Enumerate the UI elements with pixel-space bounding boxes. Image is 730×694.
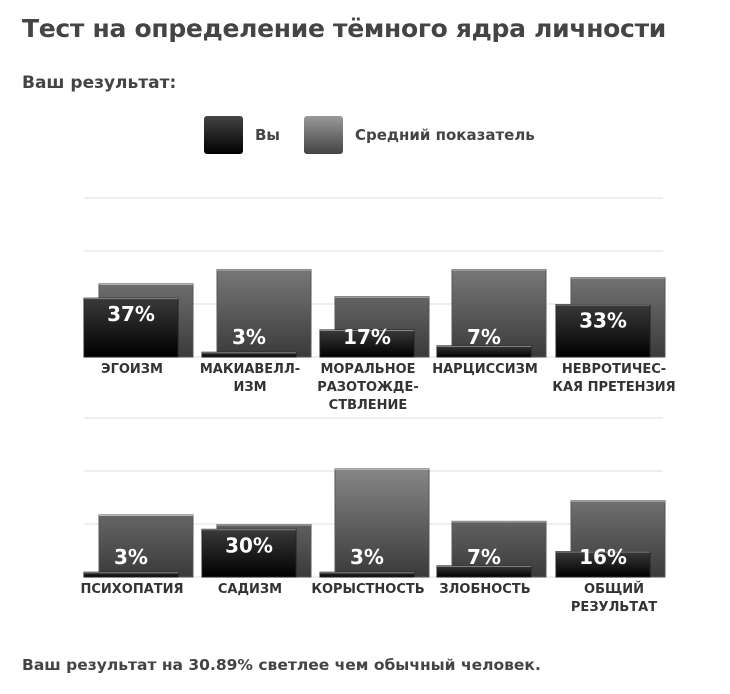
data-label: 37% xyxy=(107,302,155,326)
chart-row-1: 37% ЭГОИЗМ 3% МАКИАВЕЛЛ- ИЗМ 17% МОРАЛЬНОЕ РАЗО… xyxy=(83,197,676,413)
category-label: ПСИХОПАТИЯ xyxy=(80,582,183,597)
legend: Вы Средний показатель xyxy=(204,116,535,154)
category-label: ЗЛОБНОСТЬ xyxy=(439,582,530,597)
category-label: МОРАЛЬНОЕ xyxy=(320,362,415,377)
data-label: 7% xyxy=(467,545,501,569)
legend-label-you: Вы xyxy=(255,126,280,144)
bar-you xyxy=(201,528,297,578)
page-title: Тест на определение тёмного ядра личност… xyxy=(22,14,666,43)
category-label: МАКИАВЕЛЛ- xyxy=(200,362,300,377)
category-label: КОРЫСТНОСТЬ xyxy=(311,582,424,597)
bar-you xyxy=(83,297,179,358)
category-label: СТВЛЕНИЕ xyxy=(329,398,408,413)
data-label: 7% xyxy=(467,325,501,349)
legend-swatch-you xyxy=(204,116,243,154)
chart-row-2: 3% ПСИХОПАТИЯ 30% САДИЗМ 3% КОРЫСТНОСТЬ 7% ЗЛОБ… xyxy=(80,417,666,615)
result-heading: Ваш результат: xyxy=(22,73,177,93)
bar-average xyxy=(98,514,194,578)
category-label: РАЗОТОЖДЕ- xyxy=(317,380,419,395)
category-label: НАРЦИССИЗМ xyxy=(432,362,538,377)
legend-swatch-average xyxy=(304,116,343,154)
data-label: 30% xyxy=(225,533,273,557)
result-summary: Ваш результат на 30.89% светлее чем обыч… xyxy=(22,656,541,674)
data-label: 3% xyxy=(232,325,266,349)
category-label: НЕВРОТИЧЕС- xyxy=(562,362,666,377)
category-label: ИЗМ xyxy=(233,380,266,395)
data-label: 3% xyxy=(350,545,384,569)
category-label: РЕЗУЛЬТАТ xyxy=(571,600,657,615)
data-label: 16% xyxy=(579,545,627,569)
bar-average xyxy=(216,269,312,358)
category-label: ОБЩИЙ xyxy=(584,581,644,597)
bar-average xyxy=(451,269,547,358)
category-label: САДИЗМ xyxy=(218,582,282,597)
legend-label-average: Средний показатель xyxy=(355,126,535,144)
data-label: 33% xyxy=(579,309,627,333)
data-label: 3% xyxy=(114,545,148,569)
data-label: 17% xyxy=(343,325,391,349)
bar-you xyxy=(555,304,651,358)
category-label: ЭГОИЗМ xyxy=(101,362,163,377)
category-label: КАЯ ПРЕТЕНЗИЯ xyxy=(552,380,675,395)
